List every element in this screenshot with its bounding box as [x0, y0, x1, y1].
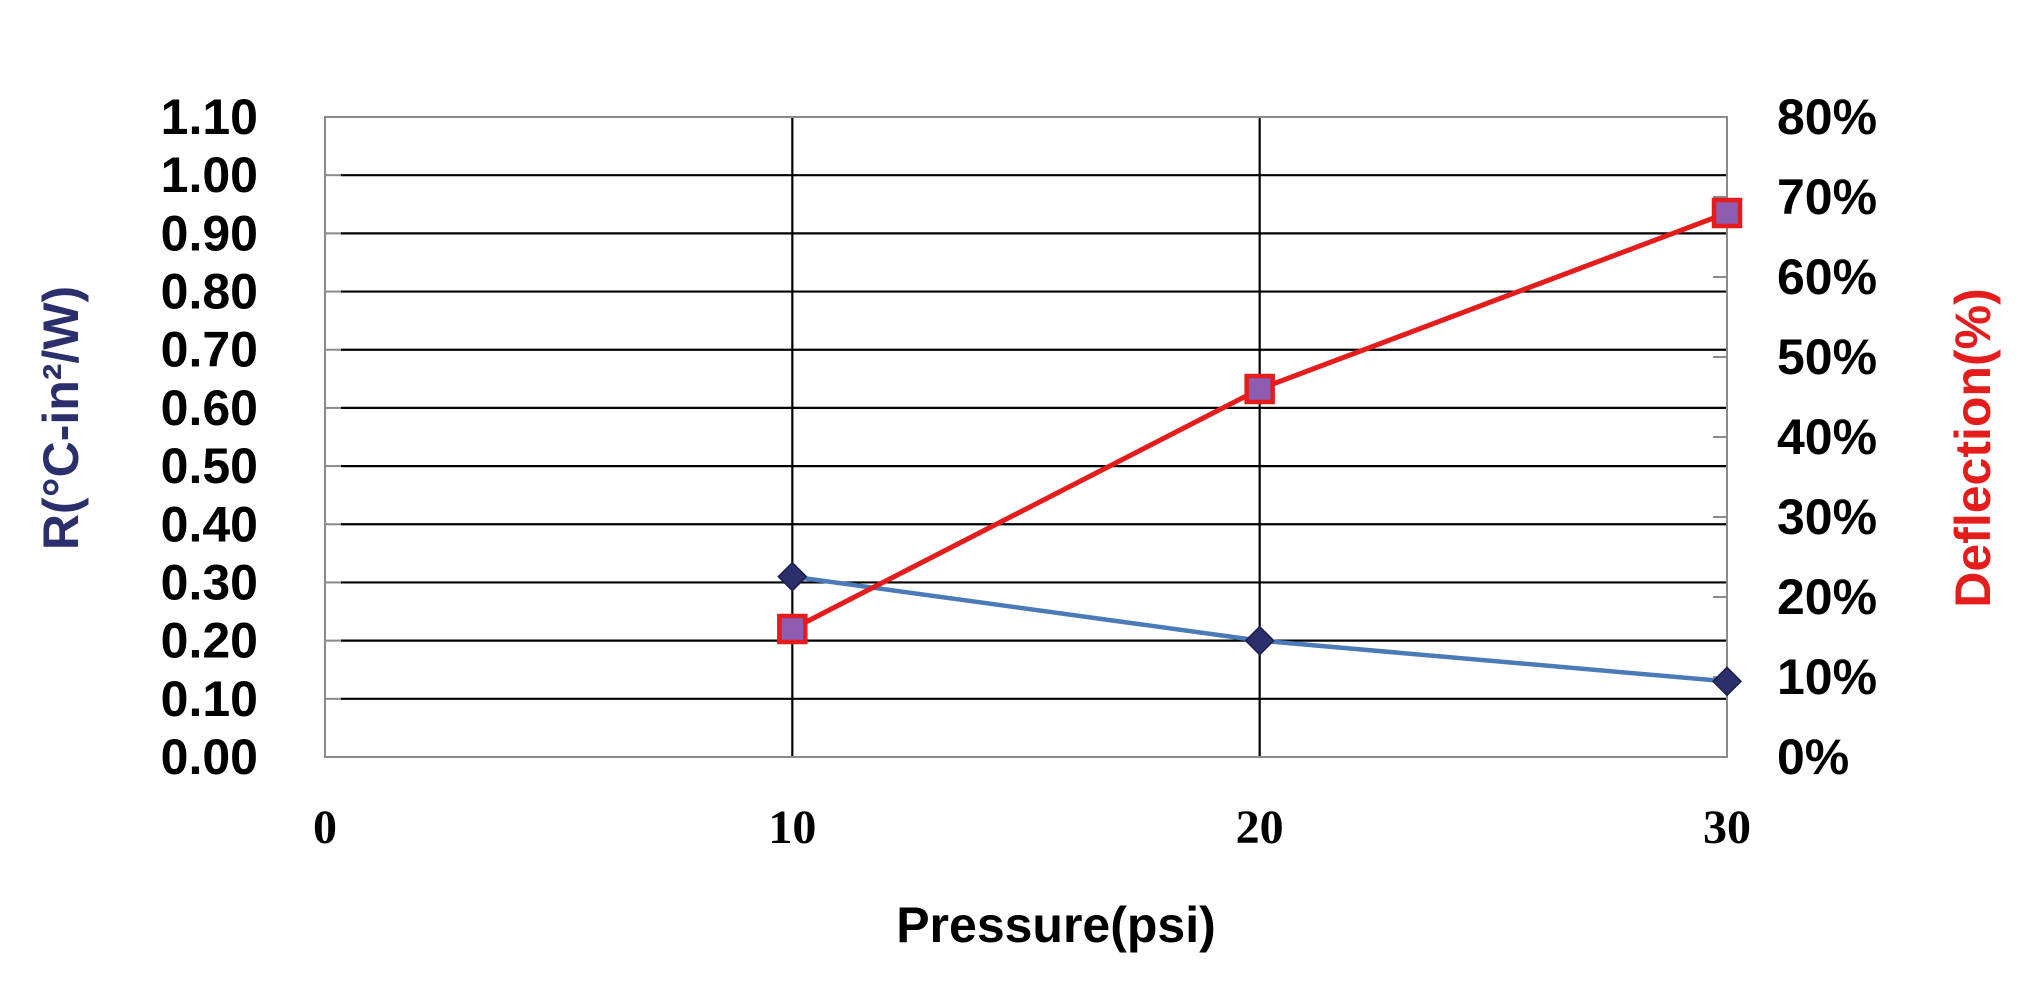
- y-left-axis-label: R(°C-in²/W): [33, 286, 89, 550]
- y-left-tick-label: 1.00: [161, 147, 258, 203]
- series-1: [777, 561, 1743, 697]
- y-right-tick-label: 80%: [1777, 89, 1877, 145]
- y-left-tick-label: 0.80: [161, 264, 258, 320]
- y-left-tick-label: 0.10: [161, 671, 258, 727]
- grid: [325, 116, 1727, 758]
- y-right-tick-label: 10%: [1777, 649, 1877, 705]
- x-tick-label: 30: [1703, 801, 1751, 854]
- series-1-point: [1711, 666, 1743, 697]
- y-left-tick-label: 0.20: [161, 613, 258, 669]
- plot-frame: [324, 116, 1728, 758]
- y-right-tick-label: 20%: [1777, 569, 1877, 625]
- y-left-tick-label: 0.60: [161, 380, 258, 436]
- y-left-tick-label: 0.40: [161, 496, 258, 552]
- y-left-tick-label: 0.90: [161, 205, 258, 261]
- series-2-point: [777, 613, 808, 645]
- y-left-tick-labels: 0.000.100.200.300.400.500.600.700.800.90…: [161, 89, 258, 785]
- series-1-point: [777, 561, 808, 592]
- x-axis-label: Pressure(psi): [896, 897, 1216, 953]
- series-2-point: [1244, 373, 1275, 405]
- x-tick-label: 20: [1236, 801, 1284, 854]
- y-left-tick-label: 0.70: [161, 322, 258, 378]
- y-right-tick-label: 30%: [1777, 489, 1877, 545]
- y-right-tick-label: 50%: [1777, 329, 1877, 385]
- series-2: [777, 197, 1743, 645]
- series-1-point: [1244, 625, 1275, 656]
- y-right-tick-label: 0%: [1777, 729, 1849, 785]
- x-tick-label: 10: [768, 801, 816, 854]
- y-left-tick-label: 0.30: [161, 554, 258, 610]
- series-2-point: [1711, 197, 1743, 229]
- x-tick-label: 0: [313, 801, 337, 854]
- y-left-tick-label: 1.10: [161, 89, 258, 145]
- x-tick-labels: 0 10 20 30: [313, 801, 1751, 854]
- series-layer: [777, 197, 1743, 697]
- y-left-tick-label: 0.00: [161, 729, 258, 785]
- y-right-tick-label: 60%: [1777, 249, 1877, 305]
- y-right-tick-labels: 0% 10% 20% 30% 40% 50% 60% 70% 80%: [1777, 89, 1877, 785]
- y-left-tick-label: 0.50: [161, 438, 258, 494]
- y-right-tick-label: 40%: [1777, 409, 1877, 465]
- y-right-tick-label: 70%: [1777, 169, 1877, 225]
- y-right-axis-label: Deflection(%): [1945, 288, 2001, 607]
